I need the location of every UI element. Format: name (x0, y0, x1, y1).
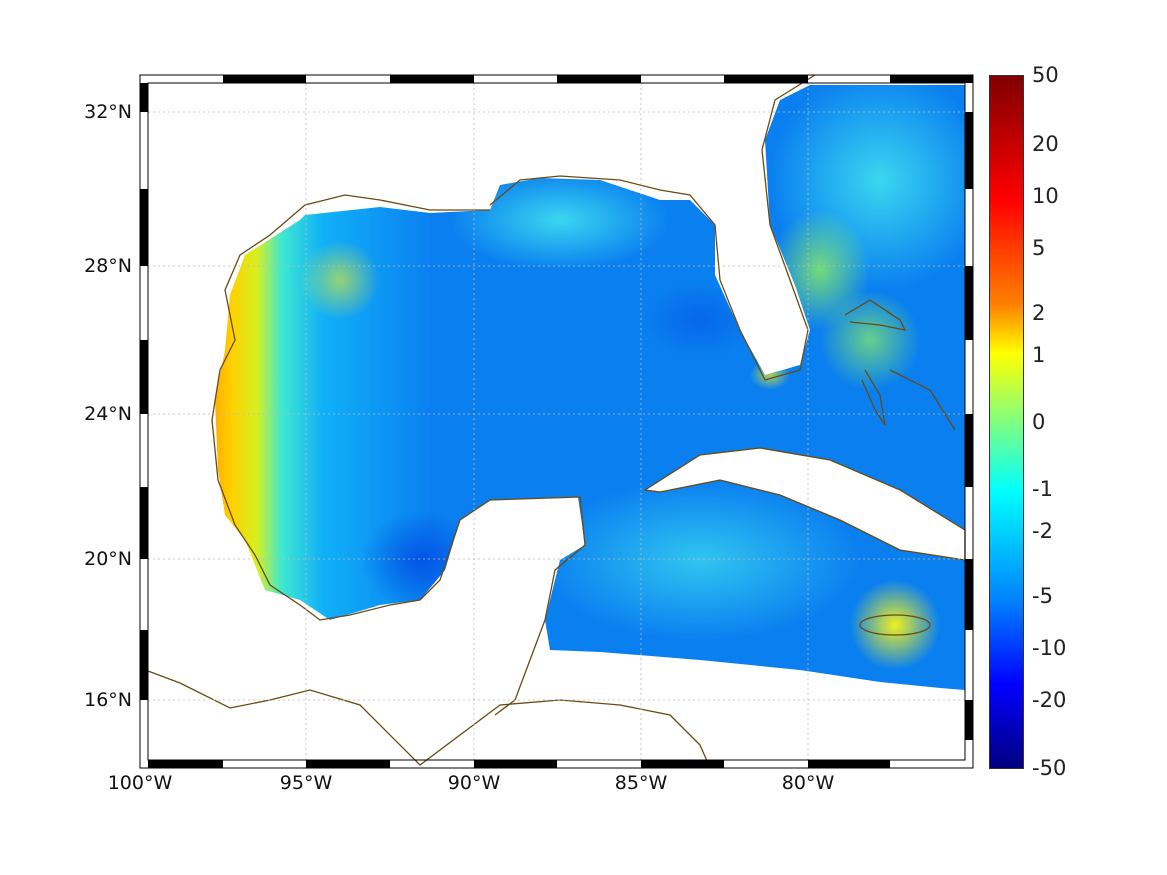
coast-us-mexico (211, 194, 586, 716)
colorbar-label: -10 (1032, 636, 1067, 660)
colorbar-label: -1 (1032, 477, 1053, 501)
colorbar-label: 0 (1032, 410, 1046, 434)
lon-label: 100°W (107, 772, 173, 794)
colorbar-label: 10 (1032, 184, 1059, 208)
sea-surface-field (215, 85, 965, 690)
colorbar-label: -20 (1032, 688, 1067, 712)
colorbar-label: -50 (1032, 756, 1067, 780)
lat-label: 32°N (84, 101, 132, 123)
jamaica (859, 614, 931, 636)
colorbar-label: 50 (1032, 63, 1059, 87)
lat-label: 24°N (84, 403, 132, 425)
colorbar-label: 20 (1032, 132, 1059, 156)
lon-label: 80°W (781, 772, 835, 794)
lat-label: 20°N (84, 548, 132, 570)
lon-label: 90°W (447, 772, 501, 794)
lon-label: 95°W (279, 772, 333, 794)
map-frame (139, 74, 974, 769)
bahamas (844, 299, 907, 331)
coast-florida (489, 74, 816, 381)
colorbar-label: 5 (1032, 236, 1046, 260)
colorbar-label: 2 (1032, 301, 1046, 325)
bahamas-2 (861, 369, 886, 426)
colorbar-label: -2 (1032, 519, 1053, 543)
coast-central-america (139, 667, 711, 769)
coastlines (139, 74, 966, 769)
bahamas-3 (889, 369, 956, 431)
lat-label: 28°N (84, 255, 132, 277)
gridlines (148, 83, 965, 760)
lon-label: 85°W (614, 772, 668, 794)
colorbar-label: 1 (1032, 343, 1046, 367)
colorbar-label: -5 (1032, 584, 1053, 608)
lat-label: 16°N (84, 689, 132, 711)
colorbar (989, 75, 1024, 769)
